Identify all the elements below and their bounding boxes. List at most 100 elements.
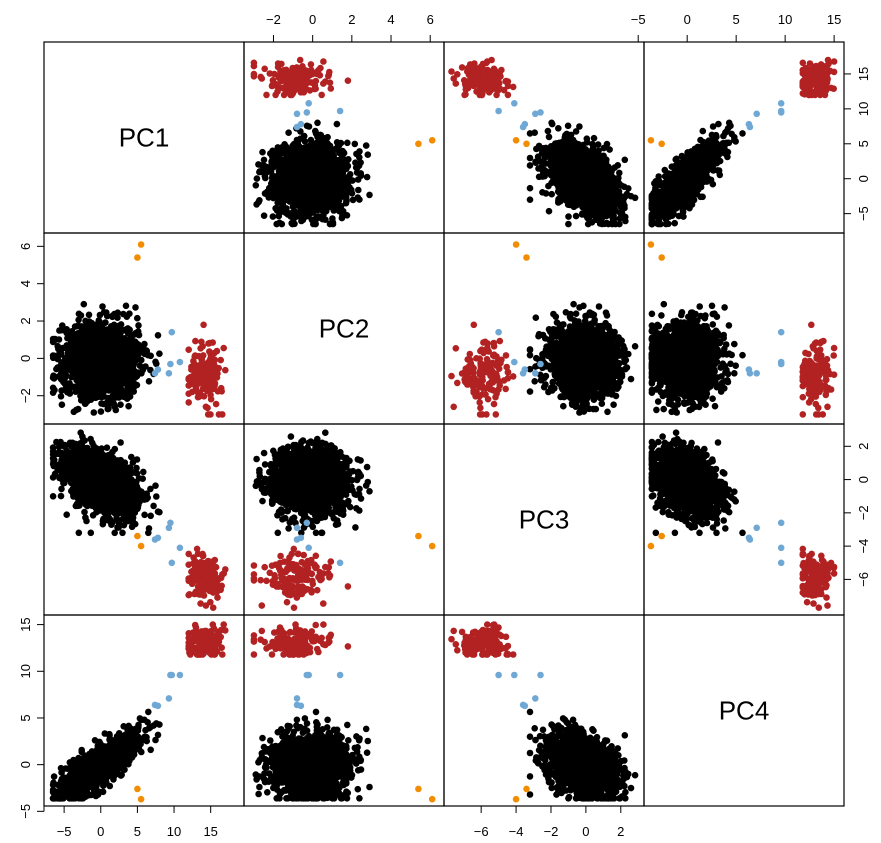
point-group1-136 [489,74,497,82]
point-group0-1344 [325,203,333,211]
point-group0-524 [716,157,724,165]
point-group0-276 [49,338,57,346]
point-group0-1392 [303,179,310,186]
point-group1-123 [502,78,510,85]
point-group0-596 [363,173,371,181]
point-group0-1394 [676,192,684,199]
point-group0-1398 [597,163,604,171]
point-group0-808 [330,207,338,214]
point-group1-116 [477,77,485,85]
point-group0-93 [572,212,580,220]
point-group0-1070 [572,128,580,135]
point-group1-15 [458,64,466,71]
point-group0-1391 [334,192,342,199]
point-group0-1345 [605,174,613,181]
panel-pc1-vs-pc3 [448,56,639,228]
point-group0-800 [338,214,346,222]
point-group0-1367 [541,154,549,161]
point-group1-127 [286,86,293,94]
point-group0-1388 [306,185,314,192]
point-group1-138 [480,67,487,74]
point-group0-181 [333,120,341,128]
point-group0-1251 [535,142,543,150]
point-group1-136 [284,74,291,82]
point-group1-110 [268,82,276,90]
point-group0-1362 [653,193,661,200]
point-group0-930 [539,189,546,196]
point-group0-1399 [584,167,591,175]
point-group0-298 [671,219,678,227]
point-group0-1348 [276,199,283,206]
point-group0-1044 [602,159,610,166]
point-group1-139 [495,84,502,92]
point-group0-1370 [333,178,340,186]
point-group0-935 [349,196,357,204]
point-group1-113 [304,74,311,81]
point-group1-112 [278,60,285,68]
point-group0-1280 [700,139,708,146]
point-group0-1065 [625,185,632,192]
point-group0-1396 [691,190,698,197]
point-group0-1135 [554,188,562,195]
point-group0-1395 [292,155,300,163]
point-group0-1393 [564,184,572,191]
point-group0-1293 [301,138,309,145]
point-group0-1239 [590,205,598,213]
point-group1-139 [276,84,284,92]
point-group0-1240 [584,206,592,214]
point-group0-500 [545,133,553,141]
point-group0-1141 [724,148,732,156]
point-group1-86 [289,71,296,79]
point-group0-1387 [684,165,692,173]
point-group0-1367 [683,154,691,161]
point-group1-137 [483,59,490,67]
point-group0-1044 [357,159,364,166]
point-group0-489 [739,130,746,137]
point-group1-119 [280,91,288,99]
point-group3-0 [647,137,655,144]
point-group1-135 [817,61,825,68]
point-group0-1381 [295,172,303,179]
point-group0-251 [269,213,277,220]
point-group0-1072 [673,155,680,163]
point-group0-1212 [329,215,336,222]
point-group0-1360 [563,172,571,179]
point-group0-1291 [656,181,664,189]
point-group0-1382 [684,190,691,198]
point-group0-1185 [354,176,362,183]
point-group1-125 [278,70,285,77]
point-group0-714 [584,220,592,228]
point-group0-1033 [661,166,669,174]
point-group0-452 [578,211,586,218]
point-group0-1372 [343,181,351,189]
point-group1-135 [307,61,315,68]
point-group0-1387 [571,165,579,173]
point-group0-1060 [269,192,277,199]
point-group0-1314 [284,182,291,189]
point-group0-1374 [307,144,315,152]
point-group0-1336 [275,185,283,193]
point-group0-1349 [698,151,705,158]
point-group0-1353 [659,207,667,215]
point-group0-1385 [561,152,569,159]
point-group0-941 [532,159,540,166]
point-group0-1161 [340,149,348,157]
point-group0-1332 [309,173,317,181]
point-group1-112 [825,60,832,68]
point-group0-1364 [710,159,718,167]
point-group0-780 [614,162,622,169]
point-group0-1386 [332,167,340,174]
point-group1-34 [257,73,265,81]
point-group1-121 [296,67,303,74]
point-group0-1359 [320,168,328,176]
point-group0-1321 [555,168,563,176]
panel-pc1-vs-pc4 [647,56,838,228]
point-group0-1280 [583,139,591,146]
point-group1-69 [448,68,455,75]
point-group3-1 [523,140,530,148]
point-group0-1397 [329,173,336,180]
point-group0-1390 [299,161,306,168]
point-group0-1170 [609,213,616,220]
point-group0-1266 [559,195,566,202]
